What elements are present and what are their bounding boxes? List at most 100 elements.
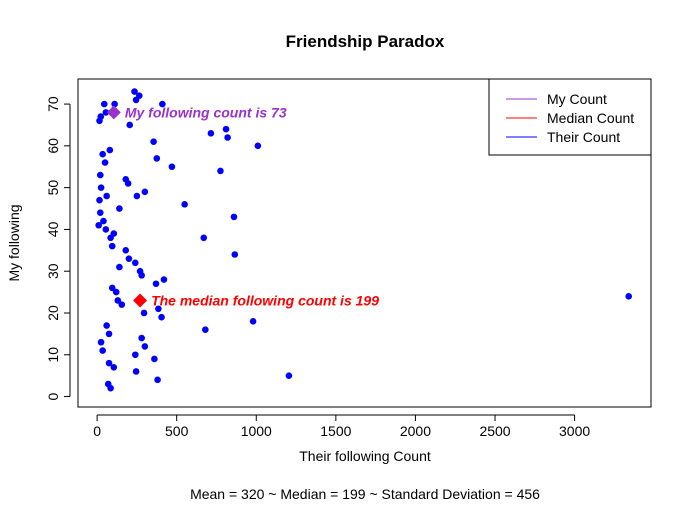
point-annotation: My following count is 73 [125, 104, 287, 120]
data-point [200, 234, 208, 242]
data-point [141, 343, 149, 350]
legend-label: Median Count [547, 110, 634, 126]
data-point [133, 192, 141, 200]
data-point [102, 226, 110, 233]
chart-title: Friendship Paradox [286, 32, 445, 51]
data-point [138, 334, 145, 342]
data-point [141, 188, 149, 196]
point-annotation: The median following count is 199 [151, 292, 379, 308]
y-axis: 0 10 20 30 40 50 60 70 [45, 96, 71, 400]
x-tick-label: 3000 [559, 423, 590, 439]
x-axis-label: Their following Count [299, 448, 431, 464]
data-point [154, 376, 161, 384]
data-point [207, 130, 215, 137]
data-point [158, 313, 165, 321]
x-tick-label: 500 [165, 423, 189, 439]
x-tick-label: 1500 [320, 423, 351, 439]
y-tick-label: 70 [45, 96, 61, 112]
data-point [124, 180, 132, 187]
data-point [108, 284, 116, 292]
y-tick-label: 10 [45, 347, 61, 363]
y-tick-label: 20 [45, 305, 61, 321]
data-point [168, 163, 176, 171]
data-point [132, 351, 139, 359]
data-point [231, 251, 239, 258]
data-point [97, 184, 105, 191]
annotations: My following count is 73 The median follo… [125, 104, 379, 308]
data-point [217, 167, 224, 175]
data-point [122, 247, 130, 254]
data-point [132, 368, 140, 375]
data-point [132, 259, 139, 267]
data-point [103, 322, 110, 329]
legend-label: My Count [547, 91, 607, 107]
data-point [116, 263, 123, 271]
data-point [249, 318, 257, 325]
data-point [105, 330, 113, 338]
y-tick-label: 60 [45, 138, 61, 154]
x-tick-label: 1000 [241, 423, 272, 439]
y-tick-label: 50 [45, 180, 61, 196]
data-point [99, 347, 106, 354]
plot-frame [77, 78, 652, 408]
data-point [285, 372, 293, 379]
data-point [155, 305, 162, 313]
data-point [106, 146, 114, 154]
data-point [96, 196, 103, 204]
data-point [110, 364, 118, 371]
data-point [114, 297, 122, 304]
data-point [159, 100, 166, 108]
data-point [108, 242, 116, 250]
data-point [96, 209, 104, 217]
diamond-marker [106, 105, 121, 120]
data-point [222, 125, 230, 133]
data-point [131, 88, 138, 95]
summary-footer: Mean = 320 ~ Median = 199 ~ Standard Dev… [190, 486, 540, 502]
x-axis: 0 500 1000 1500 2000 2500 3000 [93, 414, 590, 439]
data-point [152, 280, 160, 288]
data-point [118, 301, 126, 308]
data-point [254, 142, 262, 150]
data-point [116, 205, 123, 212]
data-point [202, 326, 209, 334]
data-point [100, 217, 107, 225]
data-point [140, 309, 148, 317]
data-point [101, 159, 109, 166]
diamond-marker [133, 293, 148, 308]
data-point [153, 155, 161, 162]
data-point [181, 201, 188, 208]
data-point [150, 138, 157, 145]
data-point [625, 292, 633, 300]
y-tick-label: 40 [45, 221, 61, 237]
data-point [230, 213, 238, 221]
data-point [100, 100, 108, 108]
x-tick-label: 2500 [479, 423, 510, 439]
x-tick-label: 0 [93, 423, 101, 439]
legend-box [488, 78, 652, 156]
legend-label: Their Count [547, 129, 620, 145]
y-tick-label: 30 [45, 263, 61, 279]
data-point [97, 338, 105, 346]
data-point [111, 100, 118, 108]
data-points [95, 88, 633, 392]
data-point [102, 109, 110, 116]
data-point [99, 150, 106, 158]
data-point [136, 267, 144, 275]
data-point [151, 355, 158, 363]
data-point [97, 113, 105, 120]
data-point [95, 221, 102, 229]
data-point [96, 171, 104, 179]
data-point [107, 384, 114, 392]
legend: My Count Median Count Their Count [488, 78, 652, 156]
data-point [103, 192, 110, 200]
y-axis-label: My following [6, 204, 22, 281]
data-point [125, 255, 133, 262]
data-point [160, 276, 168, 283]
data-point [105, 359, 113, 367]
data-point [112, 288, 120, 296]
data-point [126, 121, 134, 129]
data-point [224, 134, 231, 141]
data-point [132, 96, 140, 104]
x-tick-label: 2000 [400, 423, 431, 439]
